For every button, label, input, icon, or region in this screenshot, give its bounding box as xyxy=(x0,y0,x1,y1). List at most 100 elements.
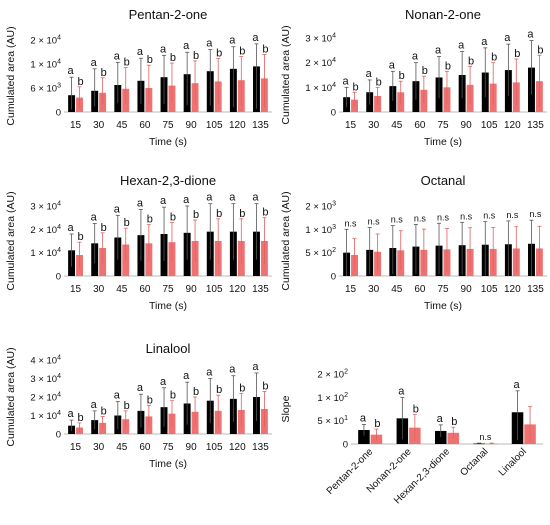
x-tick-label: 120 xyxy=(504,284,521,295)
significance-label: a xyxy=(360,412,367,424)
y-tick-label: 0 xyxy=(56,108,61,119)
significance-label: a xyxy=(68,65,75,77)
significance-label: a xyxy=(91,57,98,69)
x-tick-label: 45 xyxy=(116,442,128,453)
significance-label: b xyxy=(262,207,268,219)
y-tick-label: 2 × 103 xyxy=(305,201,336,213)
significance-label: b xyxy=(445,60,451,72)
x-tick-label: 30 xyxy=(368,120,380,131)
significance-label: a xyxy=(160,195,167,207)
chart-linalool-svg: Linalool Cumulated area (AU) 0 1 × 104 2 × 1… xyxy=(5,341,272,470)
significance-label: b xyxy=(147,54,153,66)
x-tick-label: 135 xyxy=(252,120,269,131)
significance-label: a xyxy=(206,367,213,379)
x-tick-label: 75 xyxy=(162,284,174,295)
chart-title: Nonan-2-one xyxy=(405,7,481,22)
x-tick-label: 75 xyxy=(437,284,449,295)
significance-label: b xyxy=(193,50,199,62)
significance-label: a xyxy=(435,45,442,57)
significance-label: a xyxy=(137,46,144,58)
significance-label: b xyxy=(422,65,428,77)
significance-label: b xyxy=(537,44,543,56)
chart-hexan-svg: Hexan-2,3-dione Cumulated area (AU) 0 1 × 1… xyxy=(5,173,272,312)
y-tick-label: 2 × 104 xyxy=(305,57,336,69)
significance-label: b xyxy=(124,217,130,229)
significance-label: b xyxy=(77,76,83,88)
x-axis-label: Time (s) xyxy=(424,136,462,148)
significance-label: a xyxy=(137,382,144,394)
significance-label: a xyxy=(229,35,236,47)
x-tick-label: 15 xyxy=(70,284,82,295)
significance-label: b xyxy=(124,400,130,412)
significance-label: a xyxy=(343,75,350,87)
y-tick-label: 0 xyxy=(331,272,336,283)
significance-label: a xyxy=(389,59,396,71)
x-tick-label: 75 xyxy=(162,120,174,131)
significance-label: a xyxy=(229,364,236,376)
significance-label: a xyxy=(68,222,75,234)
y-tick-label: 3 × 104 xyxy=(30,201,61,213)
x-tick-label: 105 xyxy=(206,284,223,295)
x-tick-label: 45 xyxy=(391,284,403,295)
significance-label: b xyxy=(468,55,474,67)
significance-label: b xyxy=(216,384,222,396)
significance-label: b xyxy=(491,52,497,64)
significance-label: a xyxy=(68,408,75,420)
significance-label: n.s xyxy=(345,218,358,228)
significance-label: b xyxy=(147,394,153,406)
significance-label: b xyxy=(451,416,457,428)
x-tick-label: 60 xyxy=(139,284,151,295)
y-tick-label: 1 × 104 xyxy=(30,59,61,71)
x-tick-label: 90 xyxy=(186,120,198,131)
significance-label: a xyxy=(206,38,213,50)
significance-label: a xyxy=(252,361,259,373)
significance-label: b xyxy=(77,412,83,424)
y-axis-label: Slope xyxy=(280,395,292,422)
x-tick-label: 15 xyxy=(345,284,357,295)
significance-label: b xyxy=(216,208,222,220)
y-tick-label: 0 xyxy=(56,430,61,441)
x-tick-label: 120 xyxy=(504,120,521,131)
significance-label: b xyxy=(514,48,520,60)
chart-title: Octanal xyxy=(421,173,466,188)
significance-label: a xyxy=(252,32,259,44)
x-tick-label: Linalool xyxy=(497,446,529,478)
significance-label: n.s xyxy=(414,213,427,223)
x-tick-label: 30 xyxy=(93,442,105,453)
x-axis-label: Time (s) xyxy=(149,300,187,312)
y-tick-label: 1 × 103 xyxy=(305,224,336,236)
x-tick-label: 135 xyxy=(252,442,269,453)
significance-label: b xyxy=(239,46,245,58)
x-tick-label: 60 xyxy=(414,284,426,295)
y-axis-label: Cumulated area (AU) xyxy=(280,25,292,124)
chart-nonan-svg: Nonan-2-one Cumulated area (AU) 0 1 × 104 2 … xyxy=(280,7,547,148)
significance-label: b xyxy=(193,209,199,221)
y-tick-label: 3 × 104 xyxy=(305,33,336,45)
significance-label: b xyxy=(124,57,130,69)
significance-label: b xyxy=(413,404,419,416)
significance-label: b xyxy=(239,208,245,220)
significance-label: a xyxy=(504,32,511,44)
significance-label: a xyxy=(206,192,213,204)
significance-label: b xyxy=(77,231,83,243)
chart-octanal: Octanal Cumulated area (AU) 0 5 × 102 1 × 10… xyxy=(275,170,550,345)
significance-label: n.s xyxy=(529,209,542,219)
significance-label: b xyxy=(170,211,176,223)
significance-label: b xyxy=(170,52,176,64)
x-tick-label: 60 xyxy=(139,442,151,453)
x-tick-label: 90 xyxy=(461,120,473,131)
y-tick-label: 3 × 104 xyxy=(30,373,61,385)
significance-label: n.s xyxy=(391,215,404,225)
x-axis-label: Time (s) xyxy=(149,458,187,470)
significance-label: a xyxy=(252,192,259,204)
significance-label: n.s xyxy=(479,432,492,442)
x-axis-label: Time (s) xyxy=(424,300,462,312)
significance-label: a xyxy=(114,50,121,62)
x-tick-label: 90 xyxy=(461,284,473,295)
y-axis-label: Cumulated area (AU) xyxy=(5,26,17,125)
significance-label: a xyxy=(114,203,121,215)
significance-label: a xyxy=(160,43,167,55)
y-axis-label: Cumulated area (AU) xyxy=(280,191,292,290)
y-tick-label: 2 × 102 xyxy=(317,369,348,381)
